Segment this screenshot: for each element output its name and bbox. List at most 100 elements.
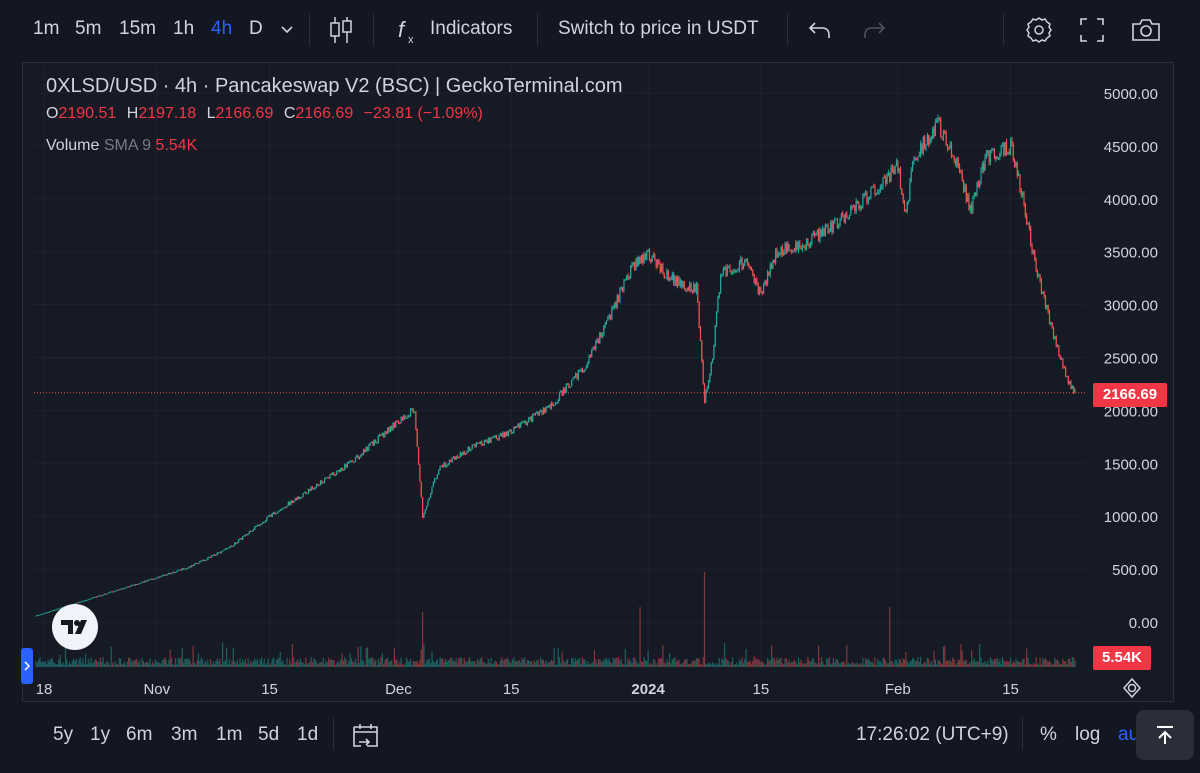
- volume-bar: [43, 662, 45, 667]
- volume-bar: [803, 663, 805, 667]
- candle-body: [507, 431, 510, 436]
- candle-body: [260, 523, 263, 525]
- range-5d[interactable]: 5d: [258, 724, 280, 745]
- candle-body: [506, 431, 508, 436]
- volume-bar: [393, 647, 396, 667]
- volume-bar: [850, 664, 852, 667]
- candle-body: [515, 426, 518, 428]
- fullscreen-icon[interactable]: [1079, 17, 1105, 48]
- volume-bar: [611, 663, 613, 667]
- range-5y[interactable]: 5y: [53, 724, 74, 745]
- auto-toggle[interactable]: auto: [1118, 724, 1140, 745]
- interval-15m[interactable]: 15m: [119, 18, 156, 39]
- volume-bar: [150, 664, 153, 667]
- volume-bar: [706, 664, 708, 667]
- candle-body: [1008, 151, 1010, 154]
- volume-bar: [97, 661, 99, 667]
- y-tick-label: 3500.00: [1104, 245, 1158, 262]
- candle-body: [333, 472, 335, 475]
- tradingview-logo-icon[interactable]: [52, 604, 98, 650]
- volume-bar: [1023, 658, 1025, 667]
- camera-icon[interactable]: [1130, 16, 1162, 49]
- volume-bar: [777, 660, 779, 667]
- volume-bar: [588, 664, 590, 667]
- calendar-icon[interactable]: [351, 721, 381, 756]
- candle-body: [670, 278, 672, 280]
- indicators-button[interactable]: Indicators: [430, 18, 513, 39]
- candle-body: [969, 204, 971, 210]
- candle-body: [123, 587, 126, 589]
- volume-bar: [762, 662, 765, 667]
- interval-1m[interactable]: 1m: [33, 18, 60, 39]
- candle-body: [793, 250, 796, 252]
- interval-d[interactable]: D: [249, 18, 263, 39]
- volume-bar: [827, 659, 829, 667]
- volume-bar: [1013, 662, 1016, 667]
- candle-body: [560, 390, 562, 393]
- y-tick-label: 2000.00: [1104, 403, 1158, 420]
- range-1d[interactable]: 1d: [297, 724, 319, 745]
- candle-body: [438, 470, 440, 475]
- volume-bar: [1054, 658, 1056, 667]
- scroll-to-top-button[interactable]: [1136, 710, 1194, 760]
- volume-bar: [172, 664, 174, 667]
- volume-bar: [1031, 664, 1033, 667]
- interval-5m[interactable]: 5m: [75, 18, 102, 39]
- volume-bar: [275, 660, 277, 667]
- volume-bar: [873, 663, 875, 667]
- range-3m[interactable]: 3m: [171, 724, 198, 745]
- candle-body: [965, 185, 967, 202]
- candle-body: [573, 376, 575, 379]
- volume-bar: [830, 664, 832, 667]
- undo-icon[interactable]: [807, 19, 833, 48]
- gear-icon[interactable]: [1024, 15, 1054, 50]
- volume-bar: [677, 660, 679, 667]
- volume-bar: [941, 663, 943, 667]
- candle-body: [792, 250, 794, 253]
- candle-body: [282, 508, 284, 510]
- candle-body: [640, 254, 643, 264]
- chevron-down-icon[interactable]: [280, 22, 294, 41]
- redo-icon[interactable]: [861, 19, 887, 48]
- candle-body: [822, 228, 824, 237]
- interval-4h[interactable]: 4h: [211, 18, 233, 39]
- volume-bar: [695, 658, 698, 667]
- candle-body: [577, 370, 579, 380]
- volume-bar: [679, 664, 681, 667]
- range-1m[interactable]: 1m: [216, 724, 243, 745]
- percent-toggle[interactable]: %: [1040, 724, 1057, 745]
- volume-bar: [809, 662, 812, 667]
- volume-bar: [387, 657, 389, 667]
- interval-1h[interactable]: 1h: [173, 18, 195, 39]
- volume-bar: [967, 664, 969, 667]
- candle-body: [626, 275, 628, 280]
- candle-body: [434, 478, 436, 483]
- range-6m[interactable]: 6m: [126, 724, 153, 745]
- clock-timezone[interactable]: 17:26:02 (UTC+9): [856, 724, 1009, 745]
- volume-bar: [858, 664, 860, 667]
- axis-settings-icon[interactable]: [1122, 677, 1142, 699]
- candle-body: [291, 500, 293, 503]
- volume-bar: [1044, 658, 1047, 667]
- volume-bar: [440, 658, 442, 667]
- candle-body: [299, 497, 302, 499]
- candle-body: [552, 402, 554, 407]
- candles-icon[interactable]: [328, 14, 354, 51]
- volume-bar: [146, 662, 149, 667]
- sidebar-toggle-button[interactable]: [21, 648, 33, 684]
- log-toggle[interactable]: log: [1075, 724, 1101, 745]
- candle-body: [344, 464, 346, 471]
- candle-body: [46, 612, 48, 614]
- function-icon[interactable]: f x: [396, 14, 422, 51]
- range-1y[interactable]: 1y: [90, 724, 111, 745]
- volume-legend: Volume SMA 9 5.54K: [46, 137, 197, 155]
- candle-body: [137, 583, 139, 585]
- candle-body: [154, 578, 157, 580]
- volume-bar: [152, 661, 154, 667]
- switch-price-button[interactable]: Switch to price in USDT: [558, 18, 759, 39]
- candle-body: [446, 465, 448, 467]
- volume-bar: [447, 660, 449, 667]
- volume-bar: [899, 659, 902, 667]
- candle-body: [217, 552, 220, 554]
